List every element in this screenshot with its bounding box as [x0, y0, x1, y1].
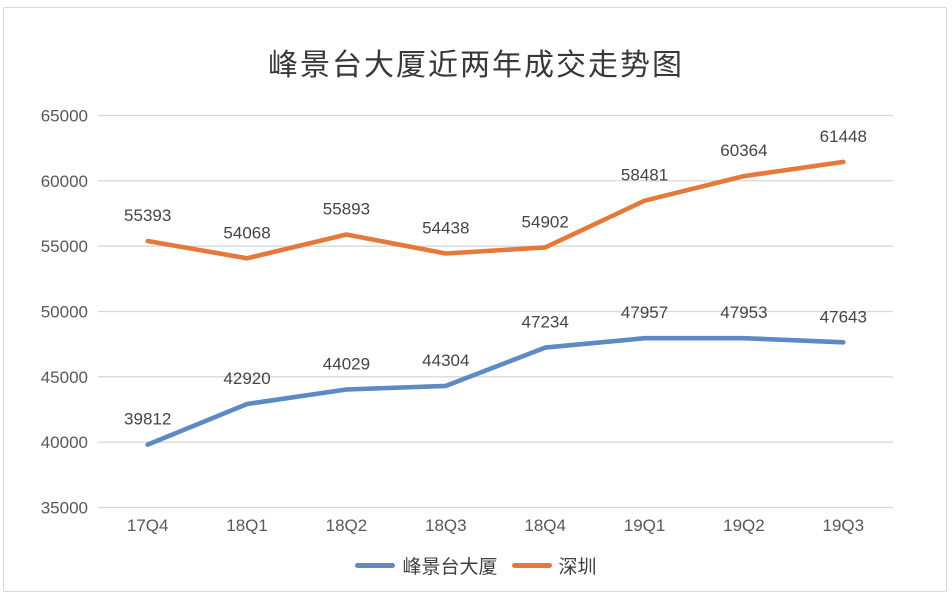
data-label: 47953 [720, 303, 767, 322]
series-line [145, 159, 846, 261]
legend-swatch-icon [355, 563, 396, 568]
data-label: 58481 [621, 166, 668, 185]
x-axis-label: 19Q2 [723, 516, 765, 535]
data-label: 54438 [422, 219, 469, 238]
legend-swatch-icon [511, 563, 552, 568]
chart-title: 峰景台大厦近两年成交走势图 [268, 49, 684, 82]
x-axis-label: 19Q3 [823, 516, 865, 535]
data-label: 60364 [720, 141, 767, 160]
legend-label: 峰景台大厦 [402, 557, 498, 578]
y-axis-label: 50000 [41, 303, 88, 322]
y-axis-label: 40000 [41, 433, 88, 452]
data-label: 44304 [422, 351, 469, 370]
x-axis-label: 18Q3 [425, 516, 467, 535]
data-label: 47957 [621, 303, 668, 322]
y-axis-label: 55000 [41, 237, 88, 256]
y-axis-label: 45000 [41, 368, 88, 387]
y-axis-label: 65000 [41, 107, 88, 126]
legend-item: 深圳 [511, 552, 597, 579]
data-label: 47643 [820, 307, 867, 326]
x-axis-label: 17Q4 [127, 516, 169, 535]
data-label: 42920 [223, 369, 270, 388]
legend-label: 深圳 [558, 557, 597, 578]
data-label: 44029 [323, 355, 370, 374]
data-label: 61448 [820, 127, 867, 146]
data-label: 54068 [223, 223, 270, 242]
y-axis-label: 35000 [41, 499, 88, 518]
x-axis-label: 18Q1 [226, 516, 268, 535]
x-axis-label: 18Q2 [326, 516, 368, 535]
x-axis-label: 19Q1 [624, 516, 666, 535]
data-label: 55393 [124, 206, 171, 225]
data-label: 47234 [522, 313, 569, 332]
data-label: 39812 [124, 410, 171, 429]
legend-item: 峰景台大厦 [355, 552, 498, 579]
y-axis-label: 60000 [41, 172, 88, 191]
x-axis-label: 18Q4 [524, 516, 566, 535]
series-line [145, 335, 846, 447]
legend: 峰景台大厦 深圳 [0, 552, 952, 579]
data-label: 55893 [323, 199, 370, 218]
data-label: 54902 [522, 212, 569, 231]
